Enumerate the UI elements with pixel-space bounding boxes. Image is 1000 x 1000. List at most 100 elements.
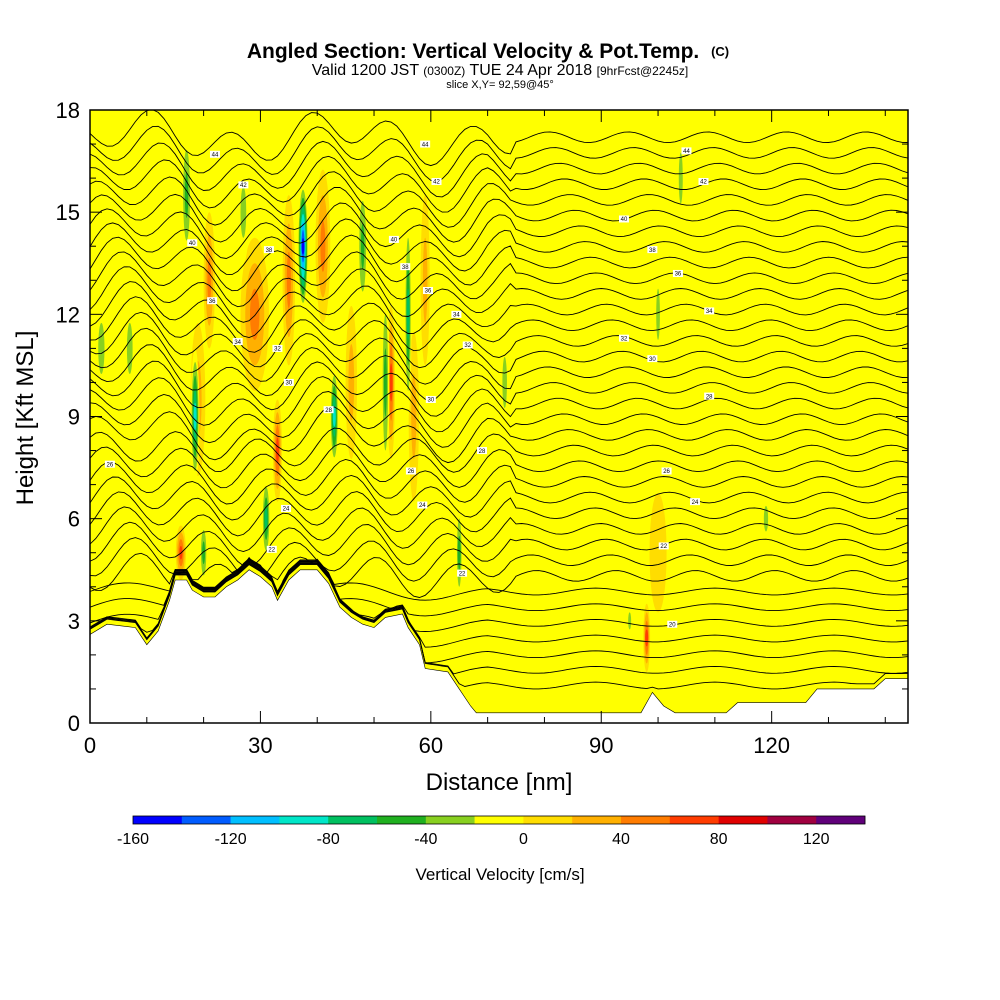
theta-contour-label: 26 <box>104 460 115 468</box>
theta-label-text: 32 <box>274 347 281 353</box>
downdraft-cell <box>761 493 771 545</box>
downdraft-cell <box>297 181 309 311</box>
theta-label-bg <box>672 269 683 277</box>
theta-contour-line <box>90 125 908 182</box>
theta-label-bg <box>661 467 672 475</box>
colorbar-swatch <box>621 816 671 824</box>
theta-contour-label: 28 <box>476 447 487 455</box>
downdraft-cell <box>626 603 633 638</box>
colorbar-swatch <box>279 816 329 824</box>
updraft-cell <box>643 603 651 672</box>
downdraft-cell <box>330 365 339 468</box>
colorbar-tick-label: -40 <box>414 831 437 848</box>
theta-contour-label: 24 <box>280 504 291 513</box>
downdraft-cell <box>676 127 685 230</box>
theta-contour-label: 20 <box>667 620 678 628</box>
theta-contour-line <box>90 281 908 338</box>
theta-label-text: 30 <box>649 357 656 363</box>
x-tick-label: 60 <box>419 733 443 758</box>
colorbar-swatch <box>816 816 866 824</box>
theta-label-text: 28 <box>325 408 332 414</box>
velocity-level <box>678 152 683 204</box>
theta-contour-line <box>90 266 908 323</box>
theta-label-text: 44 <box>422 142 429 148</box>
theta-contour-label: 38 <box>400 263 411 271</box>
x-axis-label: Distance [nm] <box>426 769 573 796</box>
theta-label-bg <box>187 239 198 247</box>
theta-contour-label: 24 <box>417 501 428 509</box>
theta-contour-label: 30 <box>647 355 658 363</box>
theta-label-bg <box>431 178 442 186</box>
theta-label-text: 34 <box>706 309 713 315</box>
theta-label-bg <box>209 150 220 158</box>
x-tick-label: 120 <box>753 733 790 758</box>
theta-label-text: 36 <box>675 272 682 278</box>
theta-contour-line <box>90 563 908 675</box>
theta-contour-line <box>90 443 908 489</box>
theta-label-text: 36 <box>425 289 432 295</box>
theta-contour-line <box>90 251 908 308</box>
theta-label-text: 38 <box>266 248 273 254</box>
theta-contour-label: 38 <box>263 246 274 254</box>
theta-label-bg <box>698 178 709 186</box>
theta-contour-label: 32 <box>272 344 283 353</box>
velocity-level <box>202 541 206 565</box>
theta-contour-line <box>90 186 908 243</box>
theta-contour-label: 38 <box>647 246 658 254</box>
theta-label-bg <box>280 504 291 512</box>
theta-contour-line <box>90 552 908 598</box>
theta-label-text: 30 <box>285 381 292 387</box>
colorbar-tick-label: -160 <box>117 831 149 848</box>
theta-contour-label: 40 <box>618 215 629 223</box>
theta-label-text: 22 <box>459 571 466 577</box>
theta-contour-line <box>90 110 908 167</box>
colorbar-swatch <box>767 816 817 824</box>
downdraft-cell <box>199 518 208 587</box>
theta-contour-label: 34 <box>704 307 715 315</box>
chart-subtitle: Valid 1200 JST (0300Z) TUE 24 Apr 2018 [… <box>312 62 688 79</box>
theta-label-bg <box>400 263 411 271</box>
theta-contour-label: 44 <box>209 150 220 158</box>
velocity-level <box>264 508 268 530</box>
slice-label: slice X,Y= 92,59@45° <box>446 79 554 91</box>
theta-contour-label: 22 <box>266 545 277 554</box>
y-tick-label: 0 <box>68 711 80 736</box>
theta-label-text: 28 <box>706 394 713 400</box>
theta-label-bg <box>266 545 277 553</box>
downdraft-cell <box>124 297 136 400</box>
theta-label-bg <box>704 392 715 400</box>
theta-label-text: 24 <box>419 503 426 509</box>
theta-label-text: 44 <box>212 152 219 158</box>
colorbar-frame <box>132 815 866 825</box>
velocity-level <box>360 223 365 269</box>
theta-label-text: 24 <box>692 500 699 506</box>
downdraft-cell <box>261 476 271 562</box>
colorbar-swatch <box>181 816 231 824</box>
theta-label-text: 20 <box>669 622 676 628</box>
theta-contour-line <box>90 560 908 632</box>
theta-contour-line <box>90 559 908 601</box>
downdraft-cell <box>190 348 200 485</box>
theta-label-text: 42 <box>700 180 707 186</box>
theta-label-bg <box>417 501 428 509</box>
terrain <box>90 569 908 723</box>
y-tick-label: 12 <box>56 302 80 327</box>
theta-label-bg <box>263 246 274 254</box>
y-tick-label: 3 <box>68 609 80 634</box>
theta-label-text: 34 <box>234 340 241 346</box>
theta-label-text: 40 <box>621 217 628 223</box>
theta-contour-label: 44 <box>681 147 692 155</box>
velocity-level <box>406 288 410 340</box>
theta-contour-label: 24 <box>689 498 700 506</box>
colorbar-swatch <box>474 816 524 824</box>
theta-contour-line <box>90 406 908 464</box>
theta-contour-label: 44 <box>420 140 431 148</box>
theta-contour-line <box>90 391 908 448</box>
theta-label-bg <box>667 620 678 628</box>
chart-title: Angled Section: Vertical Velocity & Pot.… <box>247 40 729 63</box>
theta-contours <box>90 110 908 690</box>
colorbar-swatch <box>425 816 475 824</box>
updraft-cell <box>203 212 215 349</box>
colorbar: -160 -120 -80 -40 0 40 80 120 <box>117 815 866 848</box>
